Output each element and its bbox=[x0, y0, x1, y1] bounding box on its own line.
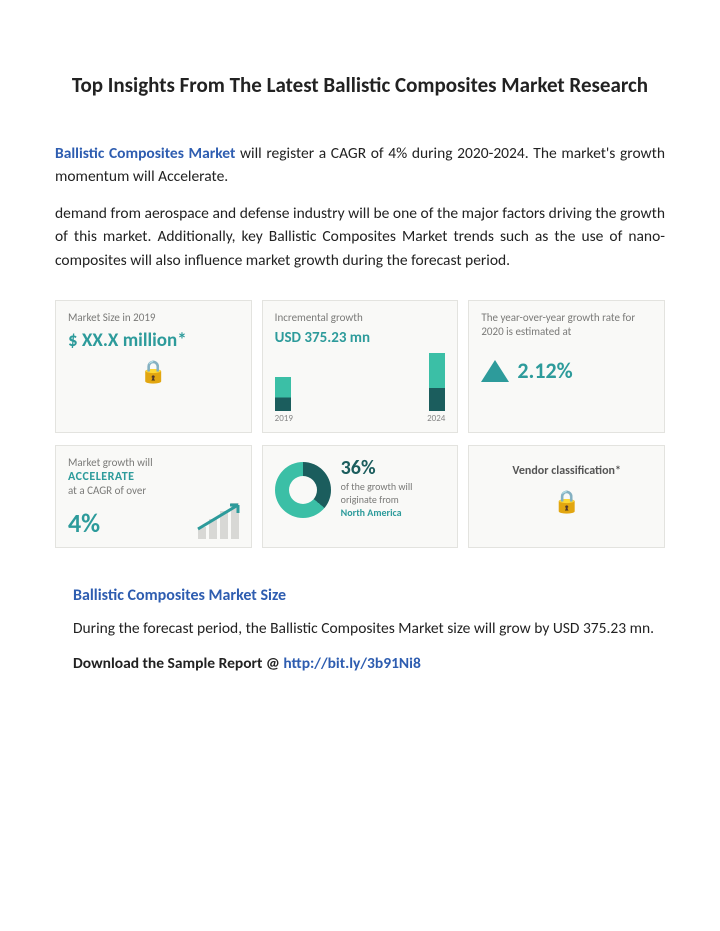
bar-label-end: 2024 bbox=[427, 413, 445, 424]
section-heading: Ballistic Composites Market Size bbox=[73, 586, 665, 605]
card-value: USD 375.23 mn bbox=[275, 329, 446, 347]
download-link[interactable]: http://bit.ly/3b91Ni8 bbox=[283, 654, 420, 673]
bar-label-start: 2019 bbox=[275, 413, 293, 424]
card-label: Incremental growth bbox=[275, 311, 446, 325]
card-value: 2.12% bbox=[517, 357, 572, 384]
bar-2019 bbox=[275, 377, 291, 411]
lock-icon: 🔒 bbox=[553, 488, 580, 515]
card-value: $ XX.X million* bbox=[68, 329, 239, 352]
intro-paragraph: Ballistic Composites Market will registe… bbox=[55, 142, 665, 189]
card-region-share: 36% of the growth will originate from No… bbox=[262, 445, 459, 548]
card-label: The year-over-year growth rate for 2020 … bbox=[481, 311, 652, 340]
donut-chart bbox=[275, 462, 331, 518]
donut-region: North America bbox=[341, 506, 446, 519]
donut-sub: of the growth will originate from bbox=[341, 480, 446, 506]
infographic-row-1: Market Size in 2019 $ XX.X million* 🔒 In… bbox=[55, 300, 665, 433]
bar-chart bbox=[275, 353, 446, 411]
download-line: Download the Sample Report @ http://bit.… bbox=[73, 654, 665, 673]
bar-2024 bbox=[429, 353, 445, 411]
card-label: Market Size in 2019 bbox=[68, 311, 239, 325]
section-body: During the forecast period, the Ballisti… bbox=[73, 617, 665, 640]
card-label: Vendor classification* bbox=[481, 464, 652, 478]
card-vendor-classification: Vendor classification* 🔒 bbox=[468, 445, 665, 548]
card-cagr: Market growth will ACCELERATE at a CAGR … bbox=[55, 445, 252, 548]
page-title: Top Insights From The Latest Ballistic C… bbox=[55, 70, 665, 102]
lock-icon: 🔒 bbox=[140, 358, 167, 385]
download-prefix: Download the Sample Report @ bbox=[73, 654, 283, 673]
growth-bars-icon bbox=[198, 503, 239, 539]
card-line: at a CAGR of over bbox=[68, 484, 239, 497]
cagr-value: 4% bbox=[68, 507, 100, 539]
arrow-up-icon bbox=[196, 501, 246, 531]
card-market-size: Market Size in 2019 $ XX.X million* 🔒 bbox=[55, 300, 252, 433]
infographic-row-2: Market growth will ACCELERATE at a CAGR … bbox=[55, 445, 665, 548]
donut-pct: 36% bbox=[341, 456, 446, 480]
card-incremental-growth: Incremental growth USD 375.23 mn 2019 20… bbox=[262, 300, 459, 433]
market-link[interactable]: Ballistic Composites Market bbox=[55, 144, 235, 163]
card-line: Market growth will bbox=[68, 456, 239, 469]
card-yoy-growth: The year-over-year growth rate for 2020 … bbox=[468, 300, 665, 433]
triangle-up-icon bbox=[481, 360, 509, 382]
body-paragraph: demand from aerospace and defense indust… bbox=[55, 202, 665, 272]
accelerate-label: ACCELERATE bbox=[68, 470, 239, 484]
